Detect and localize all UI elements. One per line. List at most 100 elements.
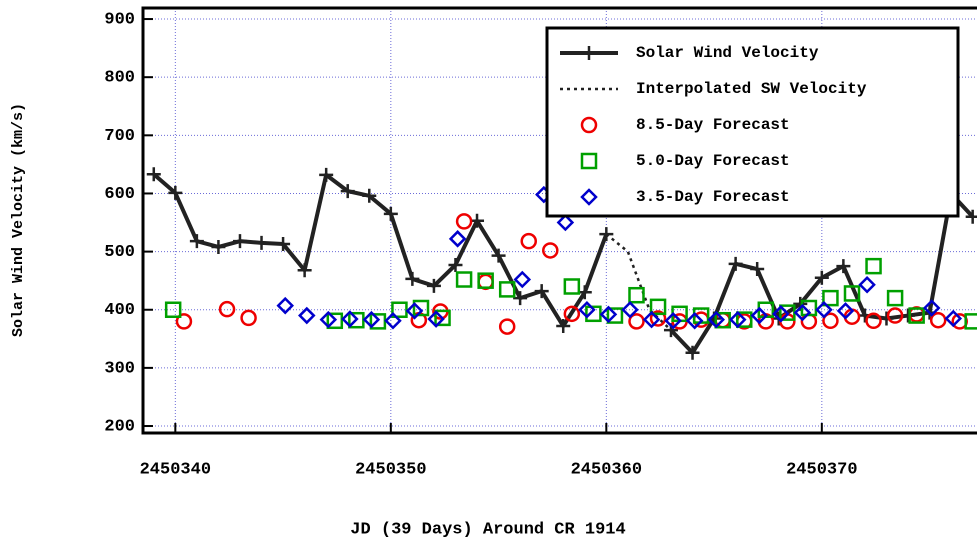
data-point <box>843 285 861 302</box>
data-point <box>240 309 257 327</box>
data-point <box>965 209 977 224</box>
data-point <box>628 313 645 330</box>
data-point <box>836 302 855 320</box>
data-point <box>800 299 818 317</box>
data-point <box>599 305 618 324</box>
data-point <box>822 289 839 307</box>
y-tick-label: 300 <box>104 359 135 378</box>
data-point <box>341 310 359 328</box>
x-tick-label: 2450370 <box>786 460 857 479</box>
data-point <box>779 313 796 330</box>
data-point <box>707 310 725 329</box>
data-point <box>520 232 537 250</box>
y-tick-label: 400 <box>104 301 135 320</box>
data-point <box>164 301 182 318</box>
data-point <box>664 312 682 330</box>
data-point <box>815 300 833 319</box>
data-point <box>865 257 882 275</box>
data-point <box>750 262 765 277</box>
data-point <box>929 311 947 329</box>
data-point <box>578 300 596 319</box>
data-point <box>470 213 485 228</box>
data-point <box>168 185 183 200</box>
data-point <box>822 312 839 330</box>
data-point <box>542 242 559 259</box>
y-tick-label: 200 <box>104 418 135 437</box>
data-point <box>426 278 441 293</box>
data-point <box>621 300 639 319</box>
data-point <box>448 257 463 272</box>
legend-label: 5.0-Day Forecast <box>636 152 790 170</box>
data-point <box>232 234 247 249</box>
data-point <box>319 167 334 182</box>
x-tick-label: 2450360 <box>571 460 642 479</box>
data-point <box>276 296 294 315</box>
data-point <box>384 312 402 330</box>
series-line <box>605 233 672 332</box>
plot-area <box>143 8 977 433</box>
data-point <box>448 230 467 248</box>
data-point <box>498 281 516 298</box>
data-point <box>513 291 528 306</box>
x-axis-label: JD (39 Days) Around CR 1914 <box>350 520 625 539</box>
data-point <box>498 318 516 335</box>
data-point <box>865 312 882 330</box>
data-point <box>563 278 581 295</box>
data-point <box>175 313 193 330</box>
data-point <box>750 306 769 325</box>
data-point <box>642 310 661 329</box>
data-point <box>254 235 269 250</box>
y-axis-label: Solar Wind Velocity (km/s) <box>10 103 27 337</box>
data-point <box>836 259 851 274</box>
data-point <box>964 313 977 330</box>
data-point <box>412 299 430 317</box>
data-point <box>649 298 667 316</box>
data-point <box>391 301 408 318</box>
legend-label: 8.5-Day Forecast <box>636 116 790 134</box>
data-point <box>434 309 451 327</box>
data-point <box>218 300 236 318</box>
data-point <box>685 312 704 330</box>
data-point <box>383 206 398 221</box>
data-point <box>729 310 747 329</box>
data-point <box>735 311 753 328</box>
data-point <box>319 310 338 329</box>
data-point <box>340 184 355 199</box>
data-point <box>772 305 790 323</box>
data-point <box>793 303 812 322</box>
data-point <box>326 312 344 330</box>
data-point <box>922 299 941 317</box>
y-tick-label: 600 <box>104 185 135 204</box>
legend-label: Solar Wind Velocity <box>636 44 819 62</box>
y-tick-label: 900 <box>104 11 135 30</box>
data-point <box>563 305 581 323</box>
x-tick-label: 2450350 <box>355 460 426 479</box>
legend-label: Interpolated SW Velocity <box>636 80 867 98</box>
data-point <box>455 271 473 288</box>
plot-frame <box>141 6 977 435</box>
data-point <box>649 310 667 327</box>
y-tick-label: 700 <box>104 127 135 146</box>
data-point <box>405 271 420 286</box>
data-point <box>455 213 473 230</box>
legend: Solar Wind Velocity Interpolated SW Veloc… <box>545 26 960 218</box>
data-point <box>276 237 291 252</box>
data-point <box>298 306 316 325</box>
data-point <box>362 310 381 329</box>
data-point <box>628 286 645 304</box>
data-point <box>362 188 377 203</box>
legend-marker <box>580 152 598 170</box>
data-point <box>491 248 506 263</box>
data-point <box>189 234 204 249</box>
data-point <box>297 263 312 278</box>
data-point <box>477 272 494 289</box>
y-tick-label: 800 <box>104 69 135 88</box>
data-point <box>146 167 161 182</box>
data-point <box>211 239 226 254</box>
data-point <box>908 307 925 324</box>
data-point <box>901 308 916 323</box>
data-point <box>556 213 575 232</box>
data-point <box>886 289 904 307</box>
legend-marker <box>582 46 596 60</box>
